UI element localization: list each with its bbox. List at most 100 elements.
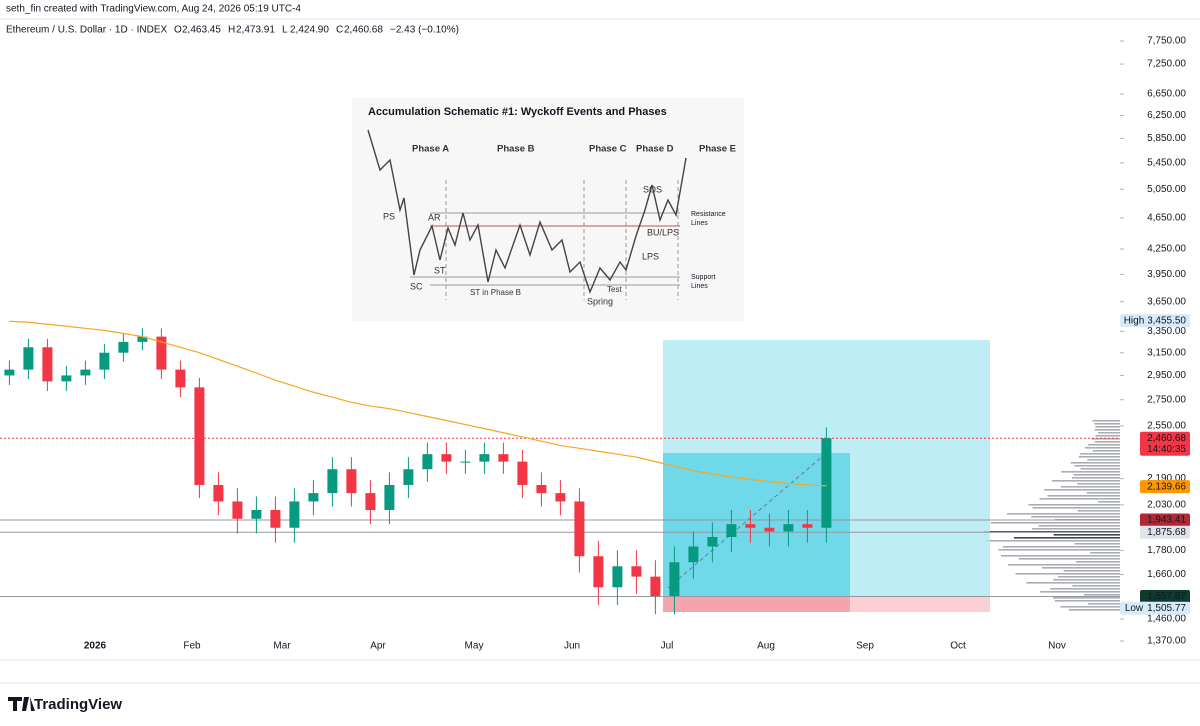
volume-profile-bar	[1094, 429, 1120, 431]
price-tick-label: 5,050.00	[1147, 184, 1186, 195]
candle-body	[308, 493, 319, 502]
event-label: BU/LPS	[647, 227, 679, 237]
volume-profile-bar	[1047, 495, 1120, 497]
candle-body	[783, 524, 794, 532]
event-label: Spring	[587, 296, 613, 306]
volume-profile-bar	[1080, 468, 1120, 470]
candle-body	[175, 369, 186, 388]
candle-body	[441, 454, 452, 462]
price-tick-label: 2,550.00	[1147, 421, 1186, 432]
phase-label: Phase E	[699, 144, 736, 155]
candle-body	[821, 438, 832, 528]
candle-body	[802, 524, 813, 528]
volume-profile-bar	[1087, 459, 1120, 461]
candle-body	[574, 501, 585, 557]
price-tick-label: 2,190.00	[1147, 473, 1186, 484]
event-label: SC	[410, 281, 423, 291]
volume-profile-bar	[1094, 441, 1120, 443]
phase-dividers	[445, 180, 679, 300]
candle-body	[403, 469, 414, 485]
volume-profile-bar	[1074, 543, 1120, 545]
volume-profile-bar	[1068, 609, 1120, 611]
price-badge-label: 2,460.68	[1147, 433, 1186, 444]
volume-profile-bar	[1074, 465, 1120, 467]
volume-profile-bar	[1051, 480, 1120, 482]
volume-profile-bar	[1090, 552, 1120, 554]
price-tick-label: 7,750.00	[1147, 36, 1186, 47]
event-label: LPS	[642, 251, 659, 261]
price-tick-label: 6,650.00	[1147, 89, 1186, 100]
volume-profile-bar	[1013, 537, 1120, 539]
resistance-label: Lines	[691, 220, 708, 227]
volume-profile-bar	[1086, 492, 1120, 494]
price-badge	[1140, 480, 1190, 494]
time-tick-label: Jul	[661, 641, 674, 652]
volume-profile-bar	[1032, 507, 1120, 509]
phase-label: Phase C	[589, 144, 627, 155]
support-label: Lines	[691, 283, 708, 290]
volume-profile-bar	[1015, 573, 1120, 575]
price-badge-tag	[1120, 601, 1148, 615]
candle-body	[669, 562, 680, 597]
brand-name: TradingView	[34, 696, 122, 713]
candle-body	[327, 469, 338, 494]
candle-body	[460, 461, 471, 463]
chart-area: Ethereum / U.S. Dollar · 1D · INDEX O 2,46…	[0, 20, 1200, 684]
time-tick-label: May	[465, 641, 484, 652]
volume-profile-bar	[1063, 570, 1120, 572]
volume-profile-bar	[1031, 516, 1120, 518]
volume-profile-bar	[1073, 474, 1120, 476]
header-text: Ethereum / U.S. Dollar · 1D · INDEX	[6, 25, 167, 36]
volume-profile-bar	[1098, 501, 1120, 503]
volume-profile-bar	[998, 549, 1120, 551]
candle-body	[764, 527, 775, 532]
candle-body	[156, 336, 167, 370]
price-badge-label: 1,505.77	[1147, 603, 1186, 614]
time-tick-label: Mar	[273, 641, 291, 652]
price-badge	[1140, 590, 1190, 604]
price-badge-label: 3,455.50	[1147, 315, 1186, 326]
phase-label: Phase B	[497, 144, 535, 155]
volume-profile-bar	[1071, 477, 1120, 479]
price-badge-tag-label: High	[1124, 315, 1145, 326]
candle-body	[650, 576, 661, 597]
volume-profile-bar	[1041, 567, 1120, 569]
candle-body	[612, 566, 623, 588]
header-text: 2,460.68	[344, 25, 383, 36]
price-badge-label: 1,875.68	[1147, 527, 1186, 538]
candle-body	[365, 493, 376, 511]
brand-logo	[8, 697, 35, 711]
price-badge-tag	[1120, 314, 1148, 328]
candle-body	[726, 524, 737, 537]
phase-label: Phase A	[412, 144, 449, 155]
volume-profile-bar	[1092, 420, 1120, 422]
price-badge-label: 1,943.41	[1147, 515, 1186, 526]
candle-body	[688, 546, 699, 563]
volume-profile-bar	[1038, 525, 1120, 527]
volume-profile-bar	[1060, 606, 1120, 608]
header-text: H	[228, 25, 235, 36]
event-label: SOS	[643, 184, 662, 194]
candle-body	[536, 484, 547, 494]
volume-profile-bar	[1007, 513, 1120, 515]
volume-profile-bar	[1053, 534, 1120, 536]
candle-body	[346, 469, 357, 494]
volume-profile-bar	[1028, 504, 1120, 506]
candle-body	[593, 556, 604, 588]
candle-body	[99, 352, 110, 370]
price-tick-label: 6,250.00	[1147, 110, 1186, 121]
price-badge	[1140, 431, 1190, 456]
price-badge	[1140, 601, 1190, 615]
header-text: 2,473.91	[236, 25, 275, 36]
volume-profile-bar	[1078, 456, 1120, 458]
volume-profile-bar	[1054, 600, 1120, 602]
brand: TradingView	[8, 696, 122, 713]
price-tick-label: 1,780.00	[1147, 545, 1186, 556]
resistance-label: Resistance	[691, 211, 726, 218]
price-axis-bg	[1120, 20, 1200, 660]
time-tick-label: Aug	[757, 641, 775, 652]
volume-profile-bar	[1070, 462, 1120, 464]
volume-profile-bar	[1091, 438, 1120, 440]
header-text: 2,463.45	[182, 25, 221, 36]
volume-profile-bar	[1040, 591, 1120, 593]
